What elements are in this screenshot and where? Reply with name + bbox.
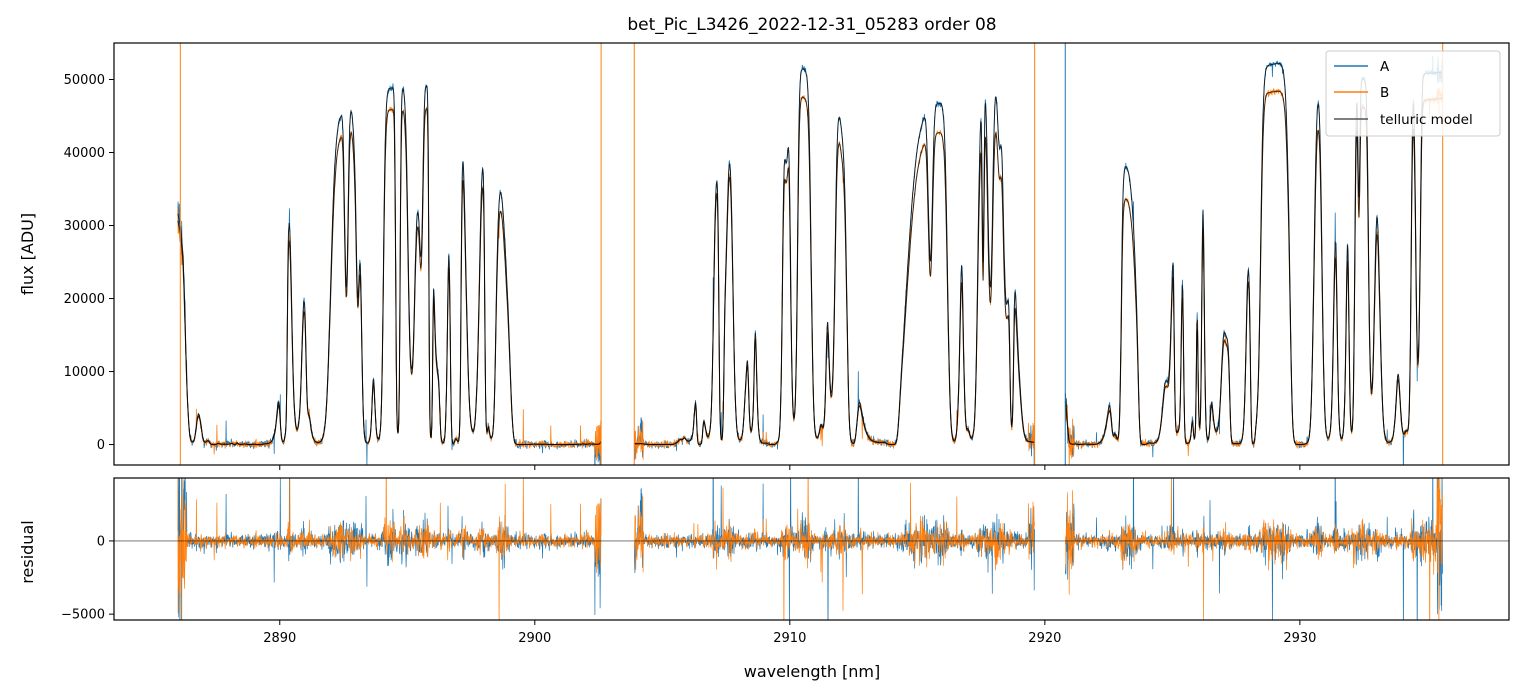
spectrum-y-tick-label: 40000: [64, 146, 105, 161]
residual-b-line: [633, 478, 1035, 620]
spectrum-y-tick-label: 30000: [64, 219, 105, 234]
series-b-line: [177, 106, 602, 461]
legend-label-telluric: telluric model: [1380, 112, 1473, 128]
spectrum-panel: 0 10000 20000 30000 40000 50000 flux [ADU] A …: [18, 42, 1510, 470]
spectrum-axes-frame: [113, 42, 1510, 466]
x-tick-label: 2930: [1283, 631, 1316, 646]
telluric-model-line-b: [1064, 90, 1443, 445]
residual-a-line: [633, 478, 1035, 620]
x-axis-label: wavelength [nm]: [744, 662, 881, 681]
residual-b-line: [177, 478, 602, 620]
chart-title: bet_Pic_L3426_2022-12-31_05283 order 08: [627, 15, 996, 35]
spectrum-y-tick-label: 0: [97, 438, 105, 453]
x-tick-label: 2890: [263, 631, 296, 646]
series-a-line: [177, 83, 602, 465]
spectrum-y-tick-label: 20000: [64, 292, 105, 307]
x-tick-label: 2920: [1028, 631, 1061, 646]
series-a-line: [633, 64, 1035, 465]
spectrum-y-tick-label: 50000: [64, 73, 105, 88]
telluric-model-line-b: [634, 96, 1035, 446]
residual-y-axis-label: residual: [18, 520, 37, 583]
telluric-model-line-b: [177, 107, 602, 446]
telluric-model-line-a: [634, 68, 1035, 446]
legend: A B telluric model: [1325, 50, 1501, 137]
x-tick-label: 2910: [773, 631, 806, 646]
legend-box: [1325, 50, 1501, 137]
legend-label-b: B: [1380, 85, 1389, 101]
residual-y-tick-label: −5000: [61, 608, 105, 623]
legend-label-a: A: [1380, 59, 1390, 75]
telluric-model-line-a: [177, 84, 602, 446]
residual-y-tick-label: 0: [97, 534, 105, 549]
spectrum-y-tick-label: 10000: [64, 365, 105, 380]
residual-panel: −5000 0 2890 2900 2910 2920 2930 residual wav…: [18, 477, 1510, 681]
residual-axes-frame: [113, 477, 1510, 621]
x-tick-label: 2900: [518, 631, 551, 646]
residual-b-line: [1064, 478, 1443, 620]
spectrum-y-axis-label: flux [ADU]: [18, 213, 37, 295]
residual-a-line: [1064, 478, 1443, 620]
